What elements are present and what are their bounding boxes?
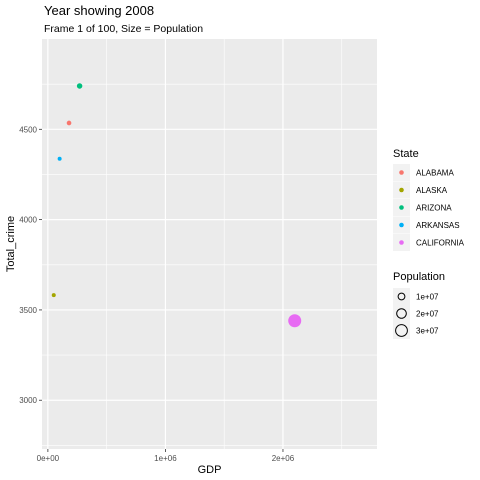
size-legend-circle — [396, 308, 407, 319]
legend-swatch-alabama — [399, 170, 404, 175]
state-legend: State ALABAMA ALASKA ARIZONA ARKANSAS CALIFO… — [393, 148, 465, 251]
legend-label-arizona: ARIZONA — [416, 204, 452, 213]
x-axis-label: GDP — [198, 464, 222, 476]
y-tick-label: 4500 — [19, 125, 37, 134]
legend-swatch-alaska — [399, 187, 404, 193]
size-legend-circle — [395, 324, 408, 337]
population-legend-title: Population — [393, 271, 445, 283]
legend-label-alaska: ALASKA — [416, 186, 448, 195]
size-legend-label: 2e+07 — [416, 310, 439, 319]
y-tick-label: 3000 — [19, 396, 37, 405]
y-tick-label: 3500 — [19, 306, 37, 315]
plot-panel — [42, 39, 377, 449]
x-tick-label: 0e+00 — [37, 454, 60, 463]
legend-swatch-arkansas — [399, 222, 404, 228]
point-arizona — [76, 83, 83, 89]
point-california — [288, 314, 302, 328]
major-gridlines — [42, 39, 377, 449]
y-tick-label: 4000 — [19, 216, 37, 225]
size-legend-key — [393, 288, 410, 305]
legend-label-california: CALIFORNIA — [416, 239, 465, 248]
y-axis-ticks: 3000 3500 4000 4500 — [19, 125, 42, 405]
legend-label-arkansas: ARKANSAS — [416, 221, 460, 230]
minor-gridlines — [42, 39, 377, 449]
point-alaska — [51, 293, 56, 298]
x-tick-label: 2e+06 — [272, 454, 295, 463]
chart-subtitle: Frame 1 of 100, Size = Population — [44, 23, 203, 35]
size-legend-label: 3e+07 — [416, 327, 439, 336]
legend-swatch-california — [399, 240, 404, 245]
population-legend: Population 1e+07 2e+07 3e+07 — [393, 271, 445, 339]
chart-title: Year showing 2008 — [44, 3, 154, 18]
size-legend-circle — [397, 292, 406, 301]
state-legend-title: State — [393, 148, 419, 160]
data-points — [51, 83, 302, 328]
size-legend-label: 1e+07 — [416, 293, 439, 302]
point-alabama — [66, 120, 72, 126]
legend-swatch-arizona — [399, 205, 404, 210]
size-legend-key — [393, 305, 410, 322]
point-arkansas — [57, 156, 62, 161]
legend-label-alabama: ALABAMA — [416, 169, 454, 178]
y-axis-label: Total_crime — [5, 216, 17, 272]
x-tick-label: 1e+06 — [154, 454, 177, 463]
x-axis-ticks: 0e+00 1e+06 2e+06 — [37, 449, 295, 463]
